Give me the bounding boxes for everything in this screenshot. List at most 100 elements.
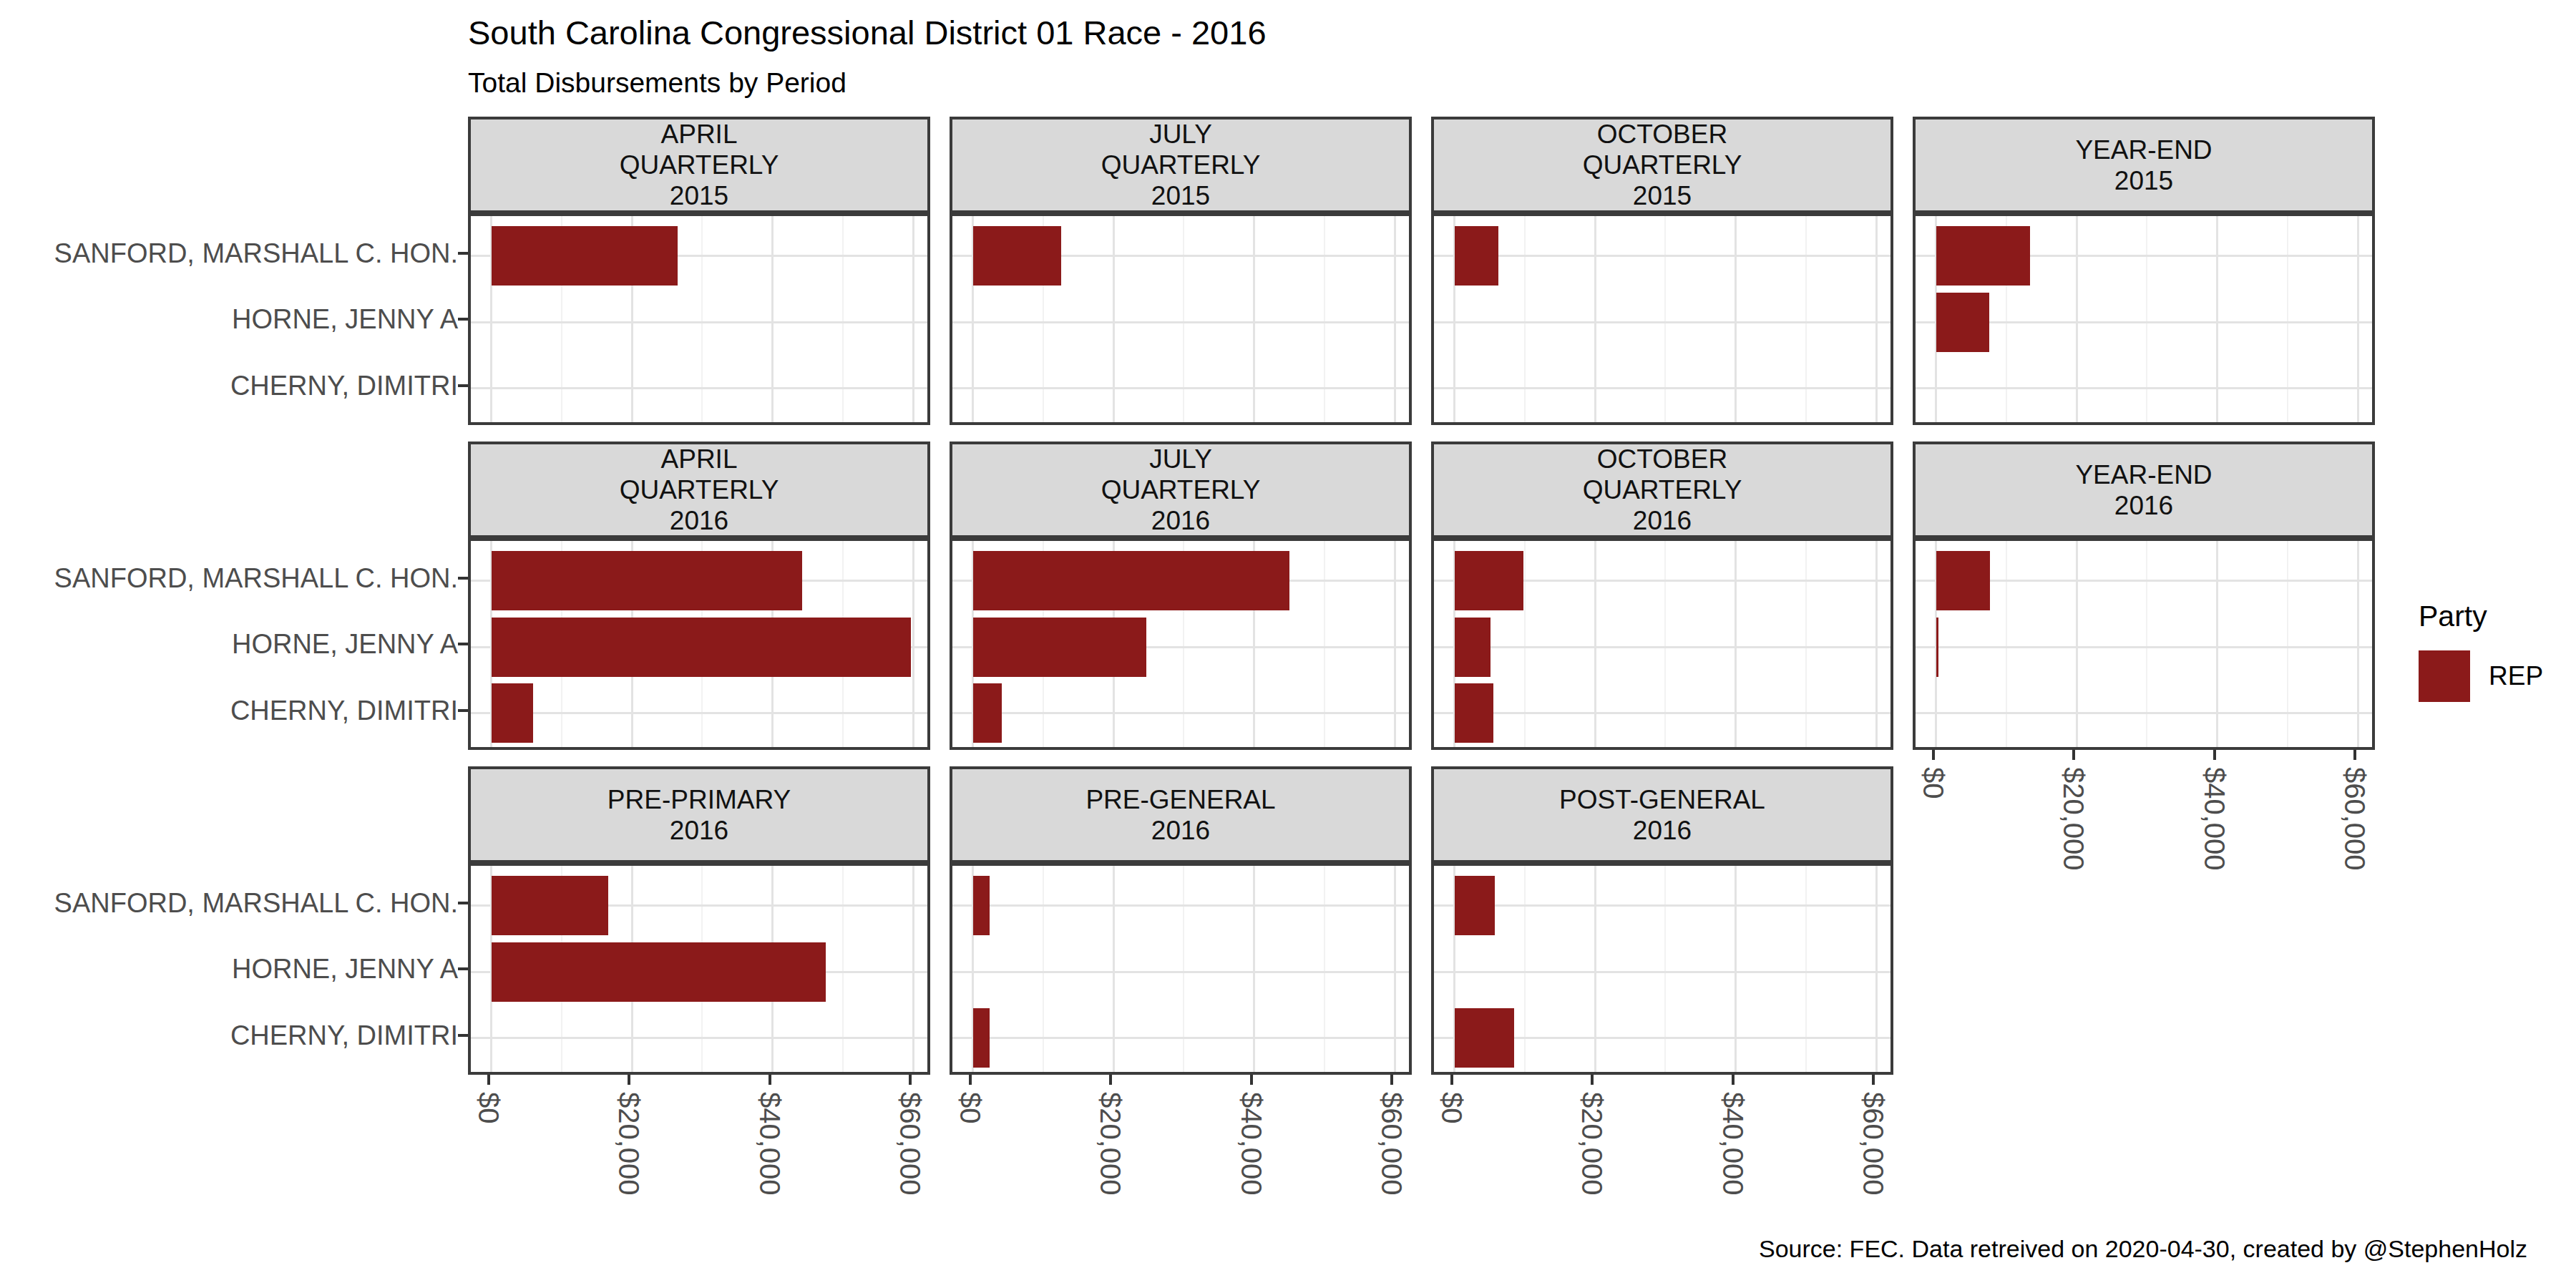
y-axis-label: CHERNY, DIMITRI [29, 371, 458, 401]
y-axis-label: CHERNY, DIMITRI [29, 696, 458, 726]
y-axis-tick [458, 252, 468, 255]
gridline-minor [2287, 541, 2288, 747]
gridline-major [1113, 866, 1115, 1072]
facet-strip-label: PRE-PRIMARY2016 [608, 784, 791, 846]
gridline-major [1875, 216, 1878, 422]
y-axis-tick [458, 577, 468, 580]
gridline-category [471, 712, 927, 714]
gridline-minor [1664, 216, 1666, 422]
gridline-minor [1524, 541, 1526, 747]
gridline-major [1394, 866, 1396, 1072]
bar [1455, 551, 1523, 610]
x-axis-tick [1390, 1075, 1393, 1085]
facet-strip-label: APRILQUARTERLY2016 [620, 444, 779, 536]
facet-panel [950, 863, 1412, 1075]
gridline-category [471, 321, 927, 323]
gridline-category [1916, 712, 2372, 714]
facet-panel [468, 863, 930, 1075]
bar [1455, 876, 1495, 935]
gridline-category [952, 321, 1409, 323]
facet-strip-label: YEAR-END2016 [2075, 459, 2212, 521]
gridline-major [1735, 866, 1737, 1072]
gridline-minor [701, 216, 703, 422]
gridline-category [1434, 904, 1890, 907]
facet-strip-label: OCTOBERQUARTERLY2016 [1583, 444, 1742, 536]
bar [492, 683, 533, 743]
x-axis-tick [2353, 750, 2356, 760]
gridline-major [2216, 216, 2218, 422]
x-axis-tick [2213, 750, 2216, 760]
y-axis-label: SANFORD, MARSHALL C. HON. [29, 888, 458, 918]
facet-panel [1913, 538, 2375, 750]
bar [1455, 683, 1493, 743]
gridline-category [1434, 646, 1890, 648]
gridline-major [912, 216, 914, 422]
facet-panel [1431, 213, 1893, 425]
y-axis-tick [458, 1034, 468, 1037]
gridline-minor [1664, 541, 1666, 747]
gridline-minor [1043, 866, 1044, 1072]
x-tick-label: $20,000 [1095, 1092, 1126, 1196]
bar [492, 618, 911, 677]
x-axis-tick [1932, 750, 1935, 760]
gridline-category [952, 1037, 1409, 1039]
facet-strip-label: POST-GENERAL2016 [1559, 784, 1765, 846]
gridline-minor [1805, 866, 1807, 1072]
facet-strip: YEAR-END2015 [1913, 117, 2375, 213]
gridline-major [912, 866, 914, 1072]
facet-panel [1431, 863, 1893, 1075]
y-axis-tick [458, 318, 468, 321]
gridline-major [771, 216, 774, 422]
gridline-major [1875, 866, 1878, 1072]
gridline-minor [1324, 216, 1325, 422]
bar [973, 876, 990, 935]
bar [492, 551, 803, 610]
y-axis-tick [458, 643, 468, 645]
facet-strip: APRILQUARTERLY2015 [468, 117, 930, 213]
chart-title: South Carolina Congressional District 01… [468, 13, 1267, 52]
x-axis-tick [628, 1075, 630, 1085]
gridline-minor [1183, 216, 1184, 422]
legend-label-rep: REP [2489, 661, 2543, 691]
gridline-category [952, 712, 1409, 714]
chart-subtitle: Total Disbursements by Period [468, 67, 847, 99]
gridline-minor [1664, 866, 1666, 1072]
gridline-category [1916, 646, 2372, 648]
gridline-major [1253, 866, 1255, 1072]
gridline-minor [2006, 541, 2007, 747]
y-axis-label: SANFORD, MARSHALL C. HON. [29, 563, 458, 593]
gridline-category [1434, 255, 1890, 257]
gridline-category [1434, 971, 1890, 973]
gridline-category [952, 904, 1409, 907]
facet-strip-label: APRILQUARTERLY2015 [620, 119, 779, 211]
gridline-minor [1524, 866, 1526, 1072]
y-axis-label: HORNE, JENNY A [29, 304, 458, 334]
x-tick-label: $40,000 [1717, 1092, 1749, 1196]
gridline-major [1735, 216, 1737, 422]
x-axis-tick [1872, 1075, 1875, 1085]
bar [1936, 226, 2031, 286]
x-tick-label: $0 [1918, 767, 1949, 799]
gridline-category [1434, 712, 1890, 714]
facet-strip: JULYQUARTERLY2016 [950, 441, 1412, 538]
gridline-minor [842, 216, 844, 422]
bar [1936, 618, 1939, 677]
gridline-minor [842, 866, 844, 1072]
gridline-major [1594, 866, 1596, 1072]
gridline-major [2357, 216, 2359, 422]
gridline-minor [2287, 216, 2288, 422]
x-axis-tick [969, 1075, 972, 1085]
source-caption: Source: FEC. Data retreived on 2020-04-3… [1360, 1235, 2527, 1263]
bar [973, 551, 1289, 610]
gridline-minor [1805, 216, 1807, 422]
gridline-major [1394, 541, 1396, 747]
y-axis-tick [458, 384, 468, 387]
gridline-category [952, 387, 1409, 389]
x-tick-label: $0 [955, 1092, 986, 1124]
x-tick-label: $60,000 [2339, 767, 2371, 871]
bar [973, 683, 1002, 743]
facet-panel [950, 213, 1412, 425]
gridline-minor [1324, 866, 1325, 1072]
facet-strip-label: JULYQUARTERLY2016 [1101, 444, 1261, 536]
x-axis-tick [1591, 1075, 1594, 1085]
